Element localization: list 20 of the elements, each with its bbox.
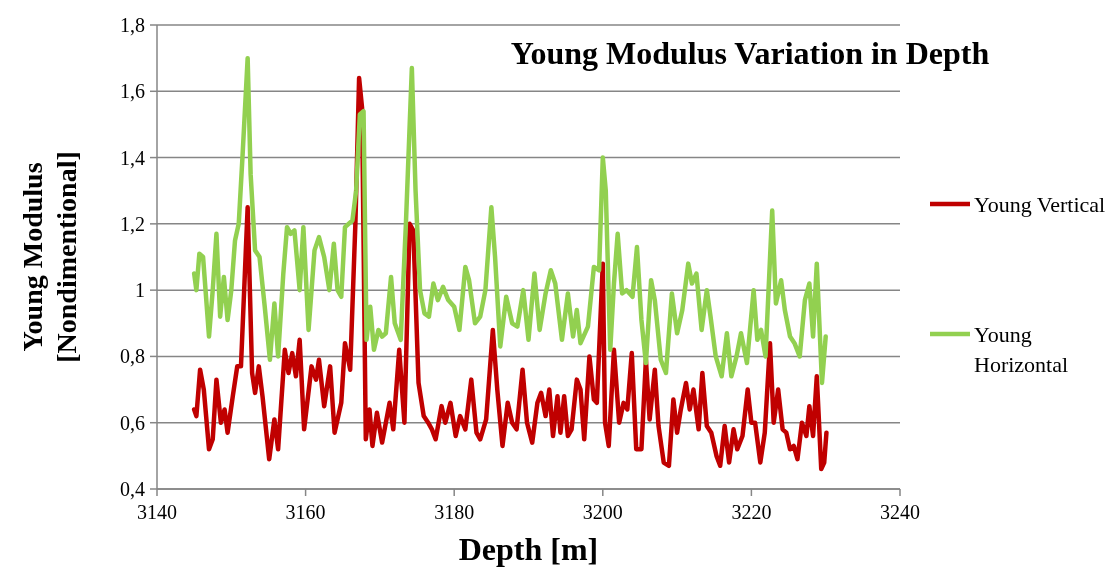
y-tick-label: 0,4 — [120, 478, 145, 500]
x-tick-label: 3160 — [285, 501, 326, 523]
x-tick-label: 3140 — [137, 501, 177, 523]
legend-label: Young Vertical — [974, 192, 1106, 217]
y-tick-label: 1,4 — [120, 146, 145, 169]
y-tick-label: 0,8 — [120, 345, 145, 368]
x-tick-label: 3220 — [731, 501, 772, 523]
y-tick-label: 1,8 — [120, 14, 145, 36]
y-tick-label: 1 — [135, 279, 145, 302]
y-tick-label: 1,2 — [120, 212, 145, 235]
x-tick-label: 3200 — [582, 501, 623, 523]
line-series — [191, 75, 829, 472]
y-tick-label: 0,6 — [120, 411, 145, 434]
y-axis-title: Young Modulus [Nondimentional] — [17, 151, 82, 363]
x-tick-label: 3240 — [880, 501, 920, 523]
x-axis-title: Depth [m] — [458, 531, 599, 567]
y-tick-label: 1,6 — [120, 80, 145, 103]
chart-title: Young Modulus Variation in Depth — [510, 35, 990, 71]
legend-label: Young Horizontal — [974, 322, 1069, 377]
x-tick-label: 3180 — [434, 501, 475, 523]
